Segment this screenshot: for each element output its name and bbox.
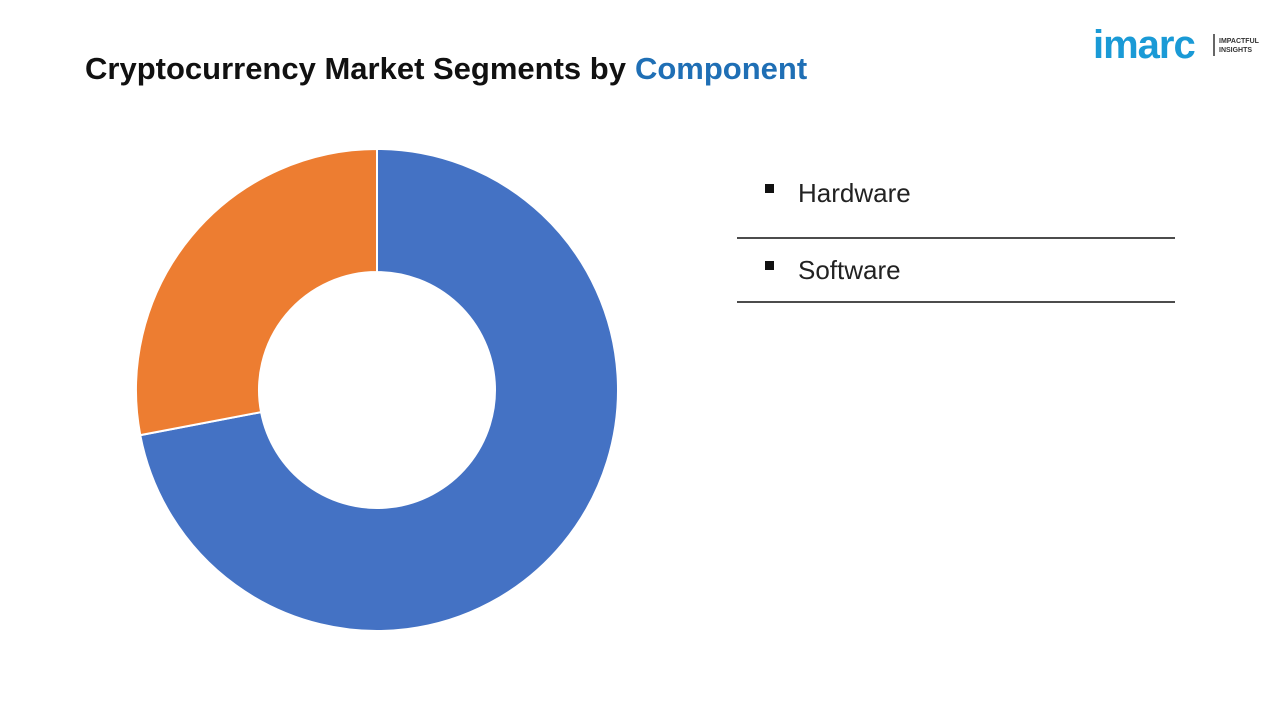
legend: Hardware Software bbox=[737, 178, 1175, 303]
legend-label: Hardware bbox=[798, 178, 911, 208]
logo-tagline: INSIGHTS bbox=[1219, 47, 1252, 54]
logo-tagline: IMPACTFUL bbox=[1219, 38, 1260, 45]
title-main: Cryptocurrency Market Segments by bbox=[85, 51, 627, 86]
donut-segment bbox=[135, 147, 378, 437]
logo-name: imarc bbox=[1093, 23, 1195, 67]
legend-bullet bbox=[765, 261, 774, 270]
donut-chart bbox=[135, 147, 619, 632]
title-highlight: Component bbox=[635, 51, 807, 86]
chart-title: Cryptocurrency Market Segments by Compone… bbox=[85, 51, 807, 86]
legend-bullet bbox=[765, 184, 774, 193]
donut-segment bbox=[139, 147, 619, 632]
legend-label: Software bbox=[798, 255, 901, 285]
